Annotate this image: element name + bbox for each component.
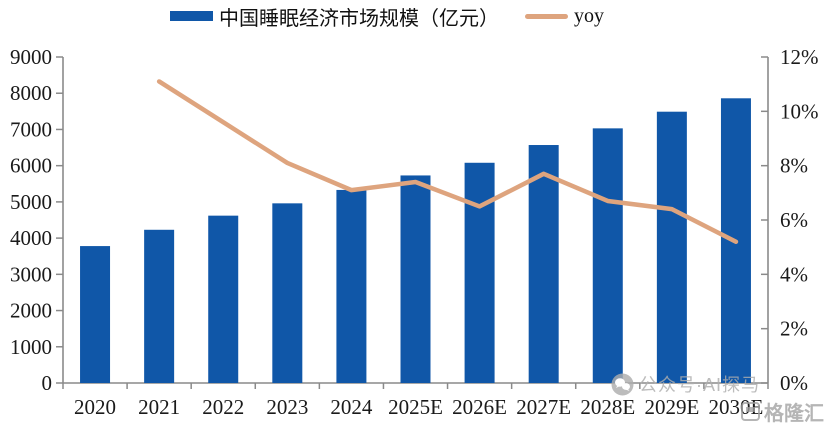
legend-bar-label: 中国睡眠经济市场规模（亿元） — [219, 7, 499, 30]
bar-2025E — [400, 175, 431, 383]
right-axis-label: 10% — [780, 99, 819, 123]
bar-2029E — [656, 111, 687, 383]
bar-2027E — [528, 145, 559, 383]
legend: 中国睡眠经济市场规模（亿元） yoy — [0, 2, 802, 30]
left-axis-label: 1000 — [10, 335, 52, 359]
x-axis-label: 2022 — [202, 395, 244, 419]
left-axis-label: 2000 — [10, 299, 52, 323]
bar-2023 — [272, 203, 303, 383]
bar-2028E — [592, 128, 623, 383]
x-axis-label: 2026E — [452, 395, 507, 419]
right-axis-label: 8% — [780, 154, 808, 178]
x-axis-label: 2020 — [74, 395, 116, 419]
x-axis-label: 2027E — [516, 395, 571, 419]
left-axis-label: 5000 — [10, 190, 52, 214]
legend-line-label: yoy — [574, 4, 604, 27]
legend-bar-swatch — [170, 11, 213, 21]
left-axis-label: 0 — [42, 371, 53, 395]
x-axis-label: 2028E — [580, 395, 635, 419]
x-axis-label: 2025E — [388, 395, 443, 419]
left-axis-label: 3000 — [10, 262, 52, 286]
watermark-wechat: 公众号·AI探马 — [611, 371, 760, 397]
x-axis-label: 2029E — [644, 395, 699, 419]
yoy-line — [156, 79, 739, 244]
x-axis-label: 2023 — [266, 395, 308, 419]
x-axis-label: 2024 — [330, 395, 373, 419]
right-axis-label: 12% — [780, 45, 819, 69]
right-axis-label: 6% — [780, 208, 808, 232]
watermark-gelonghui-text: 格隆汇 — [764, 403, 824, 425]
gelonghui-logo-icon — [741, 402, 760, 421]
watermark-wechat-text: 公众号·AI探马 — [639, 375, 761, 395]
left-axis-label: 7000 — [10, 117, 52, 141]
left-axis-label: 9000 — [10, 45, 52, 69]
right-axis-label: 2% — [780, 317, 808, 341]
bar-2026E — [464, 162, 495, 383]
bar-2021 — [144, 229, 175, 383]
bar-2022 — [208, 215, 239, 383]
bar-2024 — [336, 189, 367, 383]
right-axis-label: 4% — [780, 262, 808, 286]
left-axis-label: 4000 — [10, 226, 52, 250]
wechat-icon — [611, 373, 634, 395]
right-axis-label: 0% — [780, 371, 808, 395]
left-axis-label: 6000 — [10, 154, 52, 178]
bar-2020 — [80, 246, 111, 383]
x-axis-label: 2021 — [138, 395, 180, 419]
legend-line-swatch — [525, 13, 568, 19]
left-axis-label: 8000 — [10, 81, 52, 105]
watermark-gelonghui: 格隆汇 — [741, 397, 824, 426]
